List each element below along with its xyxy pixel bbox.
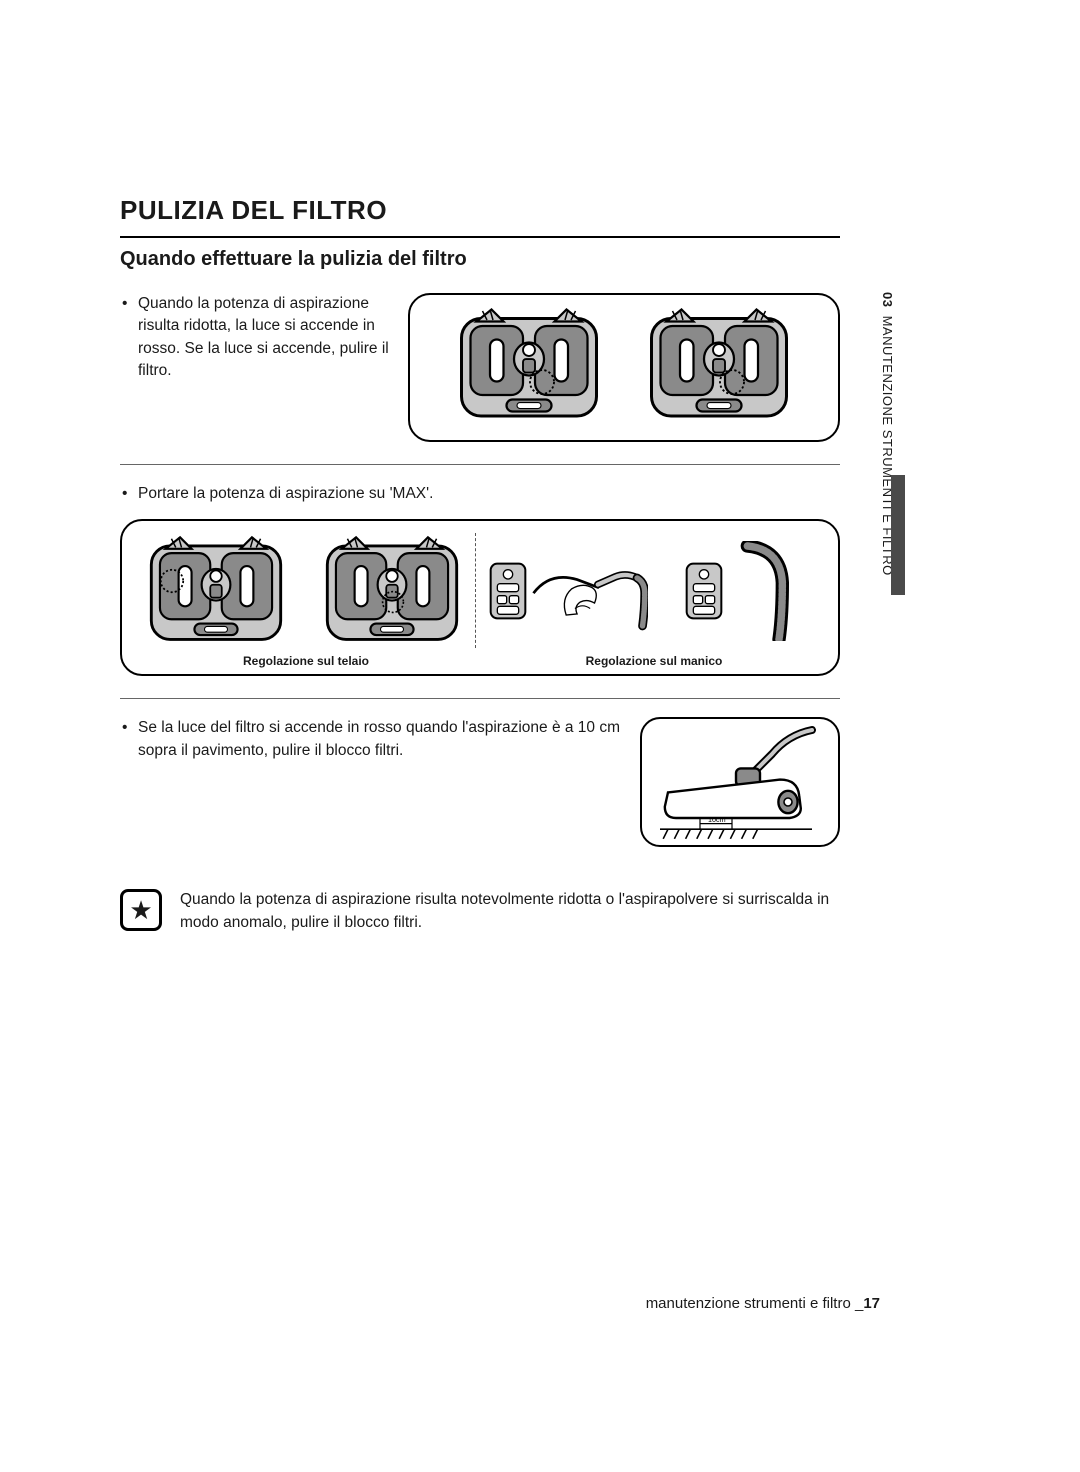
- figure-box-3: [640, 717, 840, 847]
- floorhead-illustration: [650, 722, 830, 842]
- note-text: Quando la potenza di aspirazione risulta…: [180, 889, 840, 934]
- side-tab-number: 03: [880, 292, 895, 307]
- section-title: PULIZIA DEL FILTRO: [120, 195, 840, 226]
- vacuum-illustration: [439, 305, 619, 425]
- hose-hand-illustration: [528, 533, 648, 648]
- hose-illustration: [724, 541, 804, 641]
- highlight-circle-icon: [158, 567, 186, 595]
- remote-illustration: [488, 561, 528, 621]
- section-subtitle: Quando effettuare la pulizia del filtro: [120, 248, 840, 271]
- bullet-text: Quando la potenza di aspirazione risulta…: [138, 293, 390, 383]
- figure-caption: Regolazione sul telaio: [132, 654, 480, 668]
- page-footer: manutenzione strumenti e filtro _17: [646, 1295, 880, 1312]
- figure-box-1: [408, 293, 840, 442]
- vacuum-illustration: [629, 305, 809, 425]
- note-star-icon: ★: [120, 889, 162, 931]
- side-thumb-tab: [891, 475, 905, 595]
- highlight-circle-icon: [527, 367, 557, 397]
- highlight-circle-icon: [717, 367, 747, 397]
- bullet-text: Portare la potenza di aspirazione su 'MA…: [138, 483, 840, 505]
- title-rule: [120, 236, 840, 238]
- footer-page-number: 17: [863, 1295, 880, 1312]
- remote-illustration: [684, 561, 724, 621]
- section-divider: [120, 464, 840, 465]
- footer-text: manutenzione strumenti e filtro _: [646, 1295, 864, 1312]
- bullet-text: Se la luce del filtro si accende in ross…: [138, 717, 622, 762]
- figure-caption: Regolazione sul manico: [480, 654, 828, 668]
- figure-box-2: Regolazione sul telaio Regolazione sul m…: [120, 519, 840, 676]
- section-divider: [120, 698, 840, 699]
- highlight-circle-icon: [380, 589, 406, 615]
